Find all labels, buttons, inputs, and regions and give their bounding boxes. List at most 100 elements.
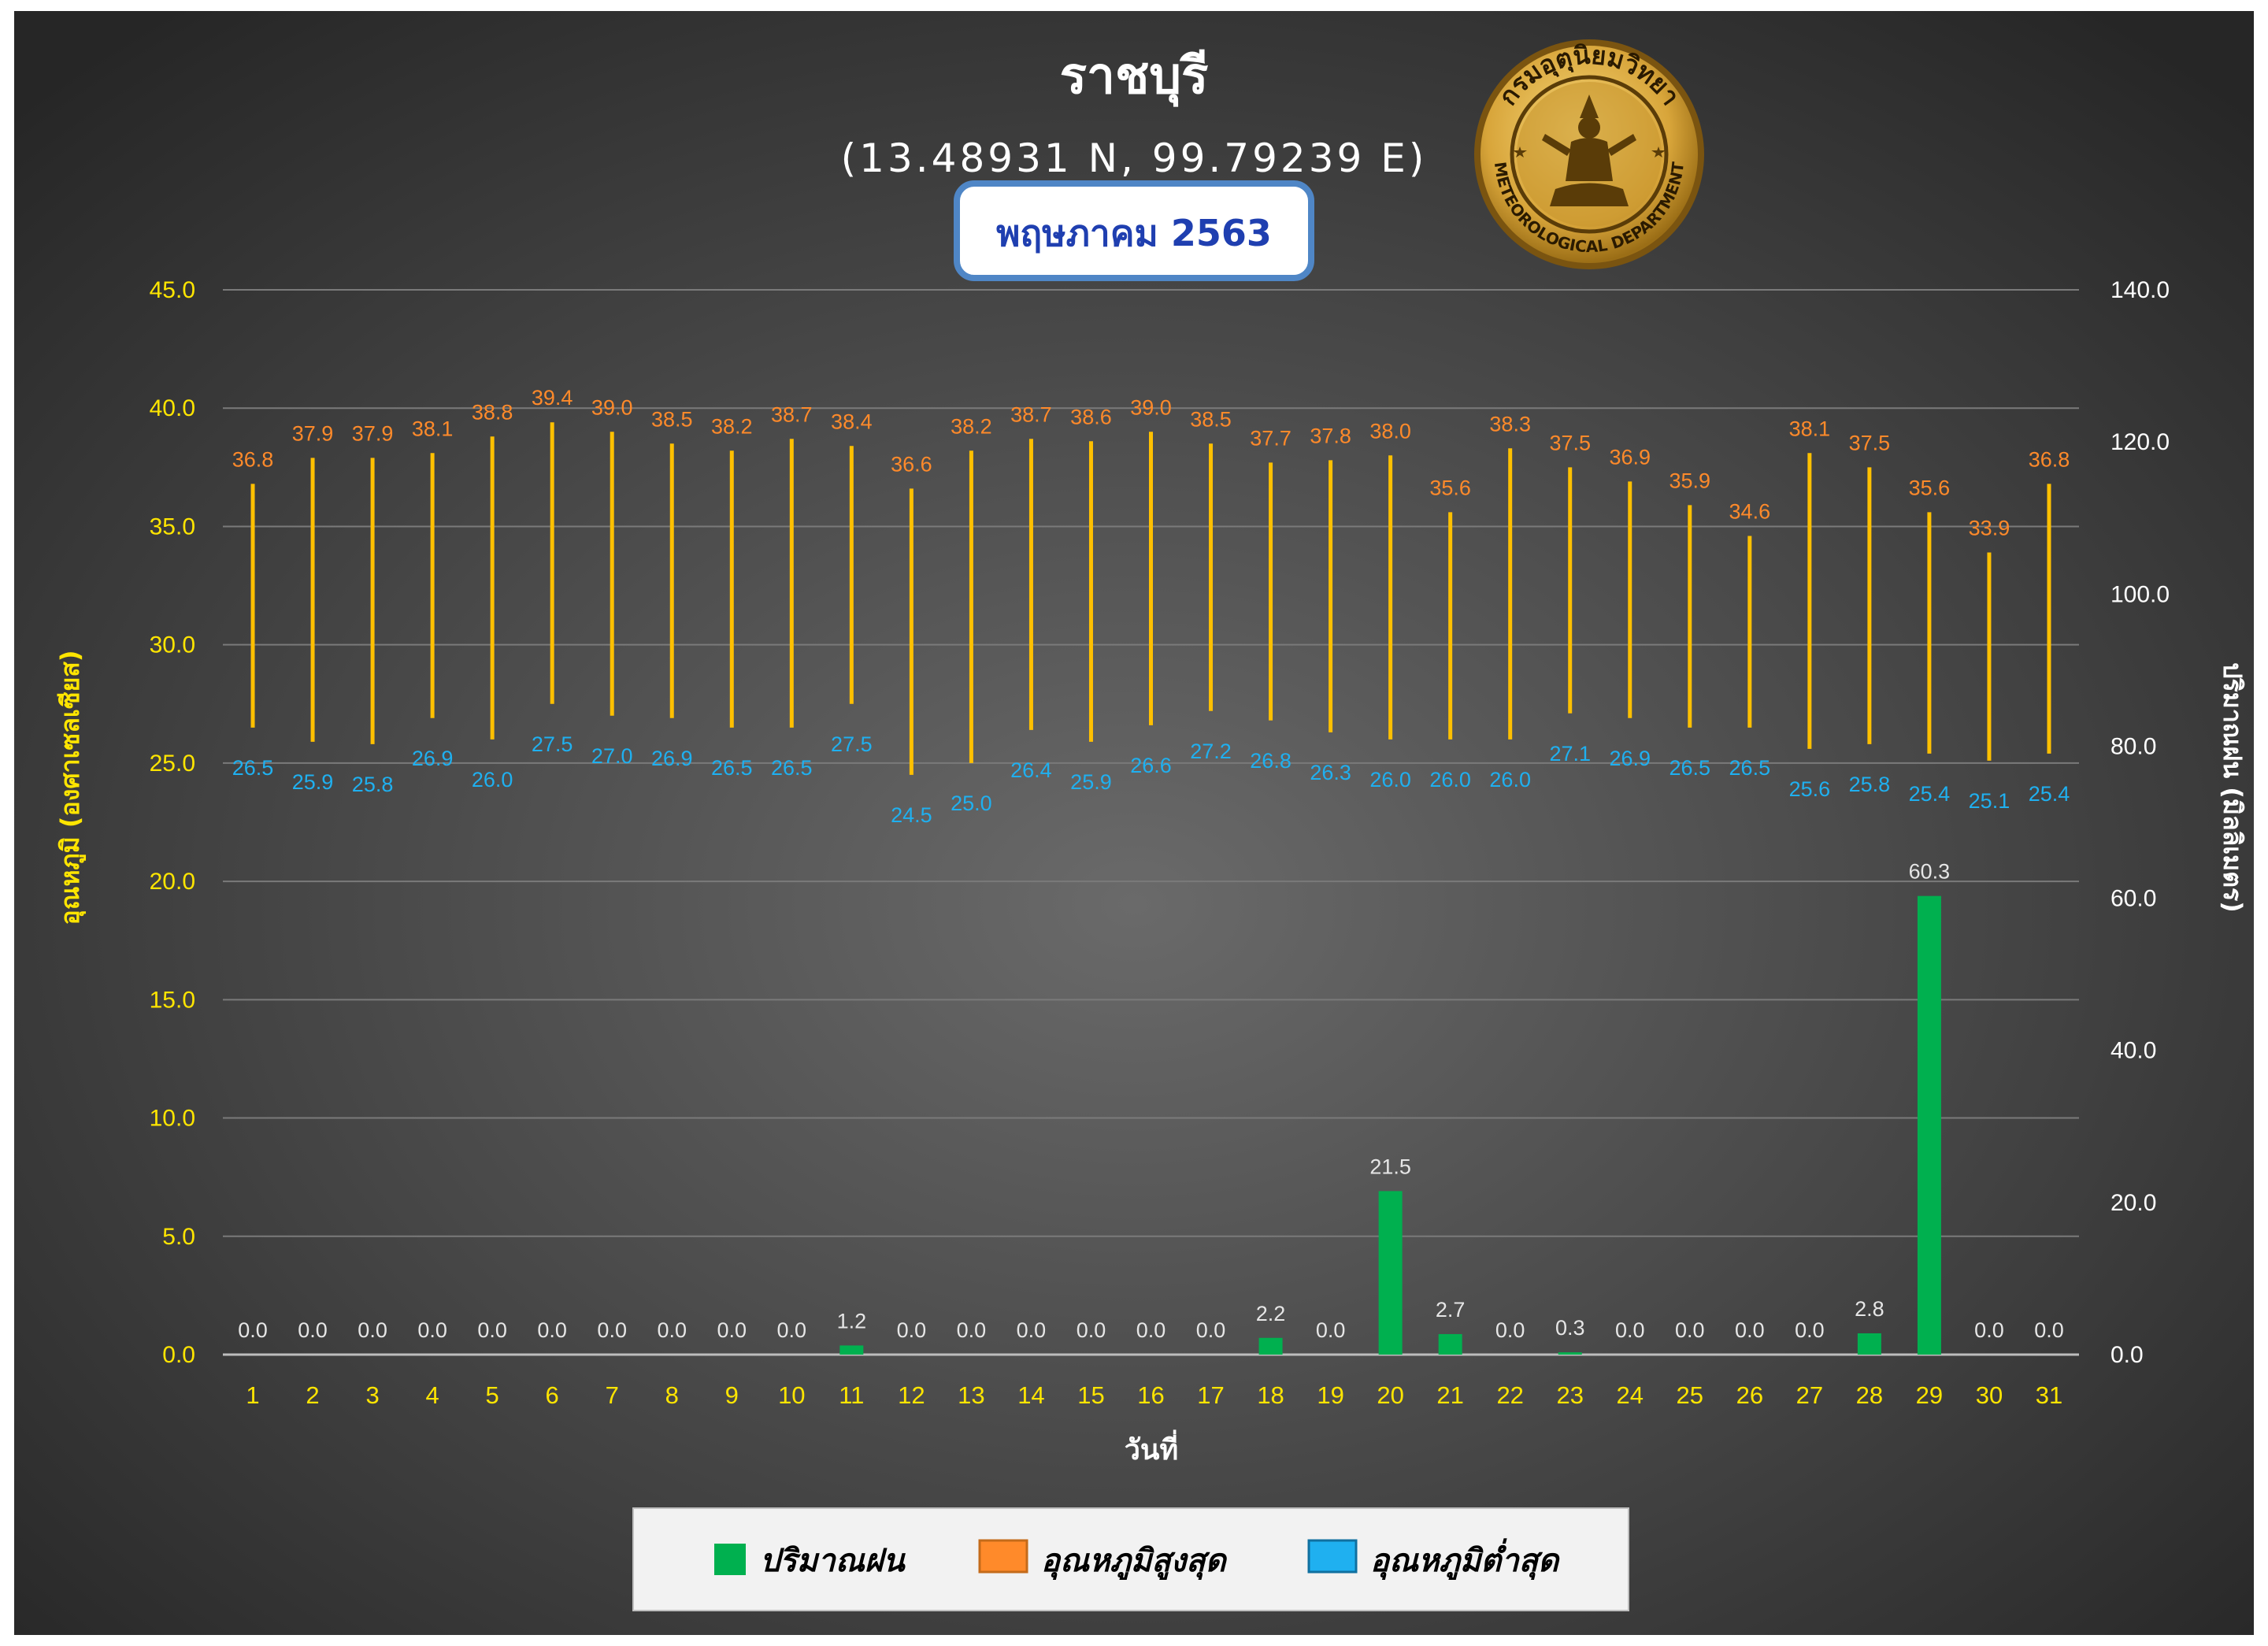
rain-value-label: 0.0 bbox=[1196, 1318, 1226, 1342]
min-temp-label: 26.0 bbox=[1489, 768, 1531, 791]
max-temp-label: 34.6 bbox=[1729, 499, 1771, 523]
x-axis-tick-label: 18 bbox=[1257, 1381, 1284, 1409]
rain-value-label: 0.0 bbox=[1615, 1318, 1645, 1342]
rain-value-label: 21.5 bbox=[1369, 1155, 1411, 1178]
max-temp-label: 36.6 bbox=[891, 452, 932, 476]
legend-swatch-min bbox=[1307, 1539, 1358, 1574]
max-temp-label: 38.7 bbox=[771, 402, 813, 426]
min-temp-label: 26.8 bbox=[1250, 749, 1292, 773]
max-temp-label: 38.7 bbox=[1010, 402, 1052, 426]
legend-item-min: อุณหภูมิต่ำสุด bbox=[1307, 1538, 1560, 1581]
x-axis-tick-label: 12 bbox=[898, 1381, 925, 1409]
legend-item-max: อุณหภูมิสูงสุด bbox=[978, 1539, 1228, 1581]
max-temp-label: 39.0 bbox=[591, 395, 633, 419]
rain-value-label: 2.7 bbox=[1436, 1298, 1466, 1322]
min-temp-label: 27.1 bbox=[1549, 742, 1591, 766]
max-temp-label: 35.6 bbox=[1909, 476, 1951, 499]
max-temp-label: 38.8 bbox=[472, 400, 513, 424]
x-axis-tick-label: 7 bbox=[606, 1381, 619, 1409]
max-temp-label: 38.5 bbox=[1190, 407, 1232, 431]
legend-item-rain: ปริมาณฝน bbox=[714, 1542, 906, 1579]
x-axis-tick-label: 21 bbox=[1436, 1381, 1463, 1409]
max-temp-label: 38.6 bbox=[1070, 405, 1112, 428]
x-axis-title: วันที่ bbox=[1125, 1429, 1179, 1466]
rain-bar bbox=[1917, 895, 1941, 1355]
x-axis-tick-label: 1 bbox=[246, 1381, 259, 1409]
x-axis-tick-label: 26 bbox=[1736, 1381, 1763, 1409]
x-axis-tick-label: 13 bbox=[958, 1381, 984, 1409]
temperature-range-lines bbox=[250, 422, 2051, 775]
max-temp-label: 37.9 bbox=[292, 421, 334, 445]
left-axis-tick-label: 40.0 bbox=[150, 395, 195, 421]
x-axis-tick-label: 28 bbox=[1856, 1381, 1883, 1409]
max-temp-label: 38.2 bbox=[951, 414, 992, 438]
x-axis-tick-label: 20 bbox=[1377, 1381, 1403, 1409]
max-temp-label: 38.5 bbox=[651, 407, 693, 431]
rain-value-label: 0.0 bbox=[717, 1318, 747, 1342]
max-temp-label: 37.5 bbox=[1549, 431, 1591, 454]
min-temp-label: 25.1 bbox=[1969, 789, 2010, 813]
left-axis-tick-label: 5.0 bbox=[162, 1224, 195, 1250]
max-temp-label: 35.6 bbox=[1429, 476, 1471, 499]
x-axis-tick-label: 19 bbox=[1317, 1381, 1343, 1409]
min-temp-label: 27.5 bbox=[831, 732, 873, 756]
month-badge: พฤษภาคม 2563 bbox=[954, 180, 1314, 281]
max-temp-label: 38.1 bbox=[412, 417, 454, 440]
rain-value-label: 0.0 bbox=[537, 1318, 567, 1342]
rain-value-label: 0.0 bbox=[957, 1318, 987, 1342]
legend-swatch-rain bbox=[714, 1544, 746, 1575]
left-axis-tick-label: 20.0 bbox=[150, 869, 195, 895]
data-labels: 0.0 0.0 0.0 0.0 0.0 0.0 0.0 0.0 0.0 0.0 1.2 0.0 0.0 0… bbox=[232, 386, 2070, 1342]
legend-swatch-max bbox=[978, 1539, 1028, 1574]
max-temp-label: 37.8 bbox=[1310, 424, 1351, 447]
x-axis-tick-label: 30 bbox=[1976, 1381, 2003, 1409]
rain-value-label: 0.0 bbox=[1495, 1318, 1525, 1342]
max-temp-label: 38.4 bbox=[831, 410, 873, 433]
right-axis-tick-label: 100.0 bbox=[2110, 581, 2170, 607]
deity-figure-icon bbox=[1542, 95, 1636, 206]
star-icon bbox=[1513, 146, 1666, 158]
right-axis-ticks: 0.0 20.0 40.0 60.0 80.0 100.0 120.0 140.0 bbox=[2110, 277, 2170, 1368]
max-temp-label: 35.9 bbox=[1670, 469, 1711, 492]
min-temp-label: 25.8 bbox=[352, 773, 394, 796]
max-temp-label: 37.9 bbox=[352, 421, 394, 445]
min-temp-label: 26.3 bbox=[1310, 761, 1351, 784]
x-axis-ticks: 1 2 3 4 5 6 7 8 9 10 11 12 13 14 15 16 17 18 19 20 21 22 23 24 2… bbox=[246, 1381, 2062, 1409]
rain-value-label: 0.0 bbox=[1795, 1318, 1825, 1342]
x-axis-tick-label: 6 bbox=[546, 1381, 559, 1409]
min-temp-label: 26.6 bbox=[1130, 754, 1172, 777]
left-axis-tick-label: 25.0 bbox=[150, 751, 195, 777]
max-temp-label: 33.9 bbox=[1969, 516, 2010, 539]
x-axis-tick-label: 31 bbox=[2036, 1381, 2062, 1409]
x-axis-tick-label: 27 bbox=[1796, 1381, 1823, 1409]
rain-value-label: 0.0 bbox=[597, 1318, 627, 1342]
x-axis-tick-label: 15 bbox=[1077, 1381, 1104, 1409]
rain-value-label: 0.0 bbox=[477, 1318, 507, 1342]
right-axis-tick-label: 120.0 bbox=[2110, 429, 2170, 455]
legend-label-min: อุณหภูมิต่ำสุด bbox=[1370, 1538, 1560, 1581]
rain-value-label: 0.0 bbox=[657, 1318, 687, 1342]
rain-value-label: 0.0 bbox=[897, 1318, 927, 1342]
legend-label-rain: ปริมาณฝน bbox=[760, 1542, 906, 1579]
min-temp-label: 25.0 bbox=[951, 791, 992, 815]
min-temp-label: 25.6 bbox=[1789, 777, 1831, 801]
min-temp-label: 24.5 bbox=[891, 803, 932, 827]
rain-value-label: 0.3 bbox=[1555, 1316, 1585, 1340]
rain-value-label: 0.0 bbox=[238, 1318, 268, 1342]
x-axis-tick-label: 17 bbox=[1197, 1381, 1224, 1409]
max-temp-label: 38.3 bbox=[1489, 412, 1531, 436]
legend: ปริมาณฝน อุณหภูมิสูงสุด อุณหภูมิต่ำสุด bbox=[632, 1507, 1629, 1611]
max-temp-label: 37.5 bbox=[1849, 431, 1891, 454]
max-temp-label: 36.8 bbox=[2029, 447, 2070, 471]
min-temp-label: 26.5 bbox=[1670, 756, 1711, 780]
rain-value-label: 0.0 bbox=[417, 1318, 447, 1342]
meteorological-department-seal: กรมอุตุนิยมวิทยา METEOROLOGICAL DEPARTME… bbox=[1474, 39, 1704, 269]
min-temp-label: 27.0 bbox=[591, 744, 633, 768]
x-axis-tick-label: 5 bbox=[486, 1381, 499, 1409]
rain-value-label: 2.8 bbox=[1855, 1297, 1884, 1321]
x-axis-tick-label: 10 bbox=[778, 1381, 805, 1409]
left-axis-tick-label: 45.0 bbox=[150, 277, 195, 303]
min-temp-label: 26.9 bbox=[1609, 747, 1651, 770]
right-axis-tick-label: 60.0 bbox=[2110, 886, 2156, 912]
max-temp-label: 38.0 bbox=[1369, 419, 1411, 443]
